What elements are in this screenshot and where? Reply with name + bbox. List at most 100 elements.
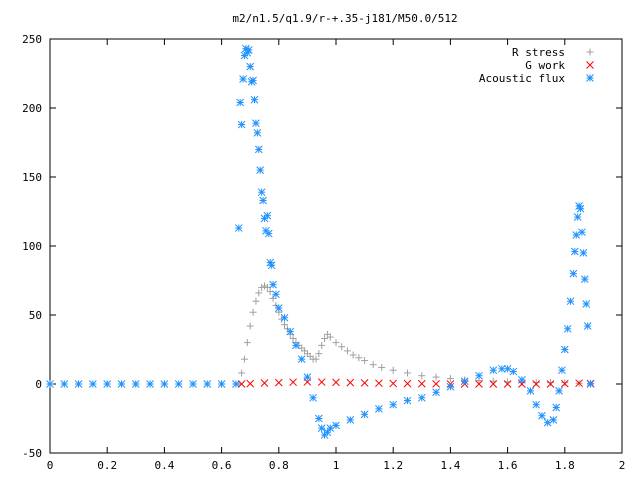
data-point (532, 379, 540, 387)
data-point (526, 387, 535, 395)
marker-stroke (292, 341, 300, 350)
data-point (489, 380, 498, 388)
x-tick-label: 0 (47, 459, 54, 472)
x-tick-label: 0.6 (212, 459, 232, 472)
data-point (60, 380, 69, 388)
y-tick-label: 250 (22, 33, 42, 46)
marker-stroke (417, 393, 426, 402)
marker-stroke (160, 380, 169, 388)
data-point (404, 369, 411, 377)
marker-stroke (253, 128, 262, 137)
data-point (259, 196, 267, 205)
marker-stroke (236, 98, 245, 107)
data-point (403, 396, 412, 405)
legend-marker (586, 61, 594, 69)
marker-stroke (346, 378, 355, 387)
marker-stroke (498, 364, 506, 373)
data-point (560, 379, 569, 388)
data-point (549, 416, 558, 424)
marker-stroke (237, 120, 246, 129)
data-point (254, 145, 263, 154)
data-point (579, 249, 588, 257)
marker-stroke (489, 380, 498, 388)
marker-stroke (117, 380, 126, 388)
data-point (573, 213, 582, 221)
marker-stroke (538, 411, 546, 420)
marker-stroke (303, 373, 312, 381)
marker-stroke (578, 228, 586, 237)
data-point (555, 387, 563, 395)
marker-stroke (503, 380, 512, 388)
marker-stroke (232, 380, 240, 388)
marker-stroke (360, 410, 369, 419)
marker-stroke (131, 380, 140, 388)
data-point (446, 374, 454, 382)
data-point (252, 297, 260, 305)
data-point (74, 380, 83, 388)
data-point (389, 366, 397, 374)
data-point (332, 339, 340, 347)
marker-stroke (460, 377, 469, 386)
series-layer (46, 44, 595, 439)
data-point (274, 378, 283, 387)
data-point (246, 379, 255, 388)
marker-stroke (146, 380, 154, 388)
marker-stroke (558, 366, 566, 375)
data-point (323, 428, 332, 437)
marker-stroke (60, 380, 69, 388)
data-point (243, 339, 251, 347)
x-tick-label: 0.2 (97, 459, 117, 472)
marker-stroke (317, 424, 326, 433)
marker-stroke (74, 380, 83, 388)
marker-stroke (575, 379, 583, 388)
y-tick-label: 50 (29, 309, 42, 322)
marker-stroke (217, 380, 226, 388)
data-point (131, 380, 140, 388)
marker-stroke (103, 380, 112, 388)
data-point (236, 98, 245, 107)
data-point (509, 367, 518, 376)
data-point (264, 229, 273, 238)
marker-stroke (254, 145, 263, 154)
data-point (286, 327, 295, 336)
marker-stroke (263, 211, 272, 220)
marker-stroke (274, 304, 283, 312)
marker-stroke (560, 379, 569, 388)
marker-stroke (234, 224, 243, 232)
marker-stroke (555, 387, 563, 395)
marker-stroke (252, 119, 260, 128)
data-point (343, 347, 351, 355)
legend-marker (586, 48, 594, 56)
data-point (403, 379, 412, 388)
marker-stroke (46, 380, 54, 388)
x-tick-label: 1.6 (498, 459, 518, 472)
marker-stroke (389, 400, 398, 409)
data-point (269, 294, 277, 302)
data-point (317, 378, 326, 386)
data-point (257, 188, 266, 197)
data-point (292, 341, 300, 350)
marker-stroke (332, 421, 340, 430)
y-tick-label: 100 (22, 240, 42, 253)
data-point (160, 380, 169, 388)
marker-stroke (582, 300, 591, 308)
marker-stroke (269, 280, 277, 289)
marker-stroke (446, 382, 455, 391)
data-point (263, 211, 272, 220)
data-point (389, 400, 398, 409)
marker-stroke (509, 367, 518, 376)
data-point (432, 380, 440, 388)
marker-stroke (566, 297, 575, 306)
chart-title: m2/n1.5/q1.9/r-+.35-j181/M50.0/512 (232, 12, 457, 25)
data-point (561, 379, 569, 387)
marker-stroke (563, 324, 572, 333)
marker-stroke (532, 400, 541, 409)
data-point (349, 351, 357, 359)
data-point (255, 289, 263, 297)
data-point (578, 228, 586, 237)
marker-stroke (570, 247, 579, 256)
data-point (570, 247, 579, 256)
